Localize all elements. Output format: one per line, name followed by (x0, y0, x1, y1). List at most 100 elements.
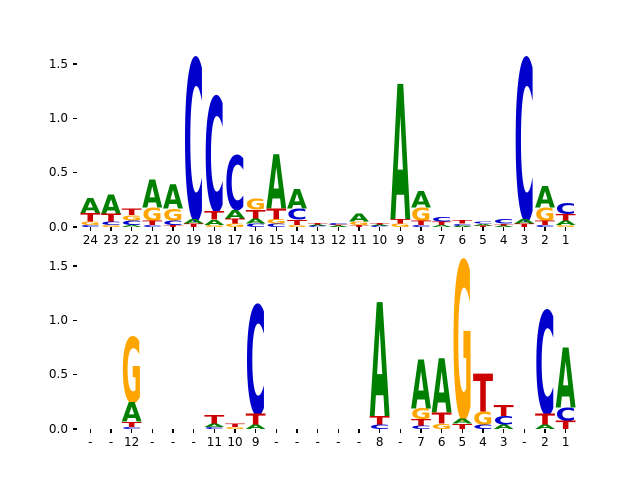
logo-letter-G: G (225, 427, 245, 430)
x-tick-label: - (170, 435, 176, 449)
x-tick-label: 6 (437, 435, 446, 449)
x-tick-label: - (294, 435, 300, 449)
logo-letter-A: A (246, 424, 267, 431)
logo-letter-C: C (142, 225, 162, 228)
x-tick-mark (502, 227, 505, 231)
logo-letter-G: G (80, 221, 100, 226)
x-tick-label: 3 (520, 233, 529, 247)
logo-letter-C: C (370, 226, 390, 228)
x-tick-label: 3 (499, 435, 508, 449)
x-tick-mark (254, 429, 257, 433)
x-tick-label: 10 (372, 233, 388, 247)
logo-letter-A: A (411, 187, 432, 213)
x-tick-mark (420, 429, 422, 433)
logo-letter-A: A (308, 225, 328, 227)
logo-letter-G: G (163, 206, 183, 225)
logo-letter-T: T (246, 412, 266, 429)
x-tick-label: 4 (479, 435, 487, 449)
logo-letter-C: C (328, 222, 348, 225)
logo-letter-G: G (452, 220, 472, 471)
logo-letter-G: G (101, 225, 121, 228)
x-tick-label: - (398, 435, 403, 449)
logo-letter-T: T (432, 221, 452, 226)
logo-letter-G: G (287, 225, 307, 228)
logo-panel-bottom: 0.00.51.01.5GATCTACTGCTAATCAGTCATGGATTGC… (49, 220, 577, 471)
logo-letter-A: A (204, 218, 225, 227)
x-tick-mark (213, 227, 216, 231)
x-tick-label: - (356, 435, 362, 449)
x-tick-label: - (88, 435, 93, 449)
logo-letter-A: A (556, 333, 576, 428)
logo-letter-T: T (494, 403, 514, 420)
logo-letter-T: T (266, 207, 286, 224)
x-tick-mark (192, 227, 195, 231)
x-tick-mark (440, 227, 443, 231)
x-tick-label: 23 (103, 233, 119, 247)
logo-letter-T: T (328, 225, 349, 227)
x-tick-label: 12 (124, 435, 140, 449)
logo-letter-C: C (514, 15, 534, 271)
x-tick-label: 12 (330, 233, 346, 247)
y-tick-label: 0.0 (48, 219, 68, 234)
logo-letter-G: G (246, 197, 266, 214)
logo-letter-C: C (473, 424, 493, 431)
x-tick-label: - (315, 435, 320, 449)
x-tick-label: 14 (289, 233, 305, 247)
x-tick-label: 9 (396, 233, 405, 247)
logo-letters-layer: ATGCATCGTGCAAGTCAGCTCATCTAGCATGGTACATGCA… (80, 15, 576, 271)
logo-letter-C: C (494, 414, 514, 428)
logo-letter-T: T (184, 223, 204, 228)
logo-letter-T: T (411, 418, 432, 428)
logo-letter-C: C (411, 425, 431, 430)
logo-letter-C: C (163, 220, 183, 227)
x-tick-label: 13 (310, 233, 326, 247)
x-tick-mark (482, 227, 484, 231)
logo-letter-G: G (390, 223, 410, 228)
x-tick-label: 2 (541, 233, 549, 247)
x-tick-label: 10 (227, 435, 243, 449)
x-tick-label: 7 (437, 233, 446, 247)
logo-letter-A: A (122, 225, 144, 228)
x-tick-mark (523, 227, 526, 231)
logo-letter-A: A (225, 207, 245, 221)
logo-letter-T: T (142, 220, 162, 227)
x-tick-mark (172, 429, 174, 433)
logo-letter-A: A (122, 396, 143, 428)
y-tick-mark (73, 428, 77, 430)
logo-letter-T: T (390, 219, 410, 226)
logo-letter-T: T (204, 413, 225, 427)
logo-letter-T: T (535, 412, 555, 429)
x-tick-mark (544, 429, 546, 433)
logo-letter-A: A (473, 223, 495, 226)
logo-letter-C: C (535, 282, 555, 447)
logo-letter-A: A (494, 226, 514, 228)
x-tick-label: 24 (82, 233, 98, 247)
x-tick-mark (564, 227, 567, 231)
x-tick-mark (275, 429, 278, 433)
x-tick-label: 20 (165, 233, 181, 247)
logo-letter-A: A (494, 424, 515, 431)
logo-letter-G: G (266, 219, 286, 226)
x-tick-mark (130, 429, 133, 433)
y-tick-mark (73, 117, 77, 120)
logo-letter-T: T (452, 220, 472, 225)
logo-letter-C: C (266, 223, 286, 228)
logo-letter-C: C (246, 278, 266, 450)
y-tick-label: 1.5 (48, 56, 68, 71)
x-tick-mark (234, 227, 236, 231)
logo-letter-C: C (473, 221, 493, 224)
logo-letter-T: T (80, 211, 101, 225)
y-tick-mark (73, 319, 77, 322)
logo-letter-G: G (142, 205, 162, 226)
x-tick-mark (89, 429, 92, 433)
x-tick-label: 16 (248, 233, 264, 247)
logo-letter-G: G (411, 205, 431, 226)
logo-letter-T: T (349, 225, 369, 228)
x-tick-mark (234, 429, 236, 433)
logo-letters-layer: GATCTACTGCTAATCAGTCATGGATTGCTCACTAACT (122, 220, 577, 471)
x-tick-label: 15 (268, 233, 284, 247)
logo-letter-T: T (556, 418, 577, 432)
y-tick-label: 0.0 (48, 421, 68, 436)
logo-letter-A: A (328, 226, 348, 228)
x-tick-label: 7 (417, 435, 425, 449)
